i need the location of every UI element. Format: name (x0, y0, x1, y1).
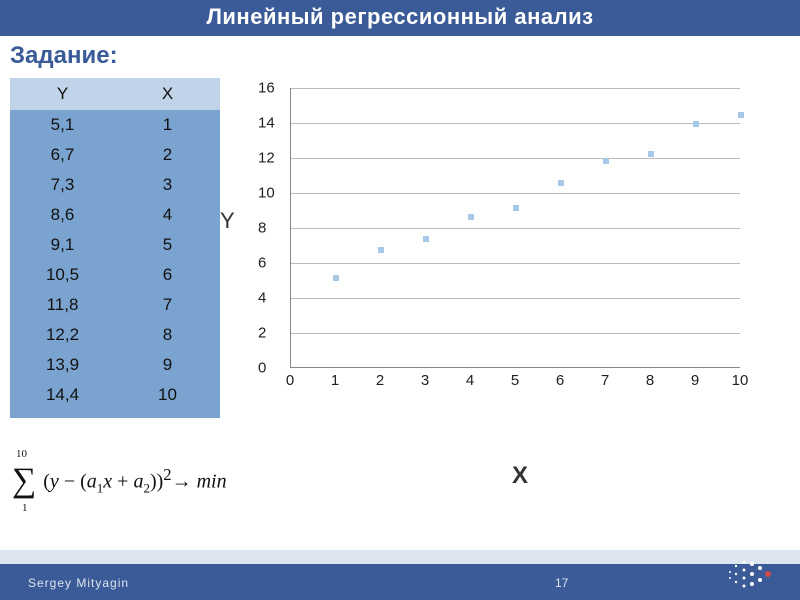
table-row: 6,72 (10, 140, 220, 170)
table-row: 5,11 (10, 110, 220, 140)
gridline (291, 333, 740, 334)
table-cell: 13,9 (10, 350, 115, 380)
table-row: 12,28 (10, 320, 220, 350)
x-tick-label: 2 (376, 372, 384, 389)
sigma-symbol: 10 ∑ 1 (12, 462, 36, 500)
gridline (291, 228, 740, 229)
y-tick-label: 6 (258, 255, 266, 272)
gridline (291, 123, 740, 124)
table-row: 9,15 (10, 230, 220, 260)
table-cell: 7 (115, 290, 220, 320)
y-tick-label: 8 (258, 220, 266, 237)
page-title: Линейный регрессионный анализ (206, 4, 593, 29)
x-tick-label: 3 (421, 372, 429, 389)
x-tick-label: 10 (732, 372, 749, 389)
data-point (738, 112, 744, 118)
plot-area (290, 88, 740, 368)
footer-bar: Sergey Mityagin 17 (0, 550, 800, 600)
data-point (558, 180, 564, 186)
data-point (333, 275, 339, 281)
table-cell: 9 (115, 350, 220, 380)
x-tick-label: 8 (646, 372, 654, 389)
x-axis-label: X (512, 462, 528, 490)
data-point (423, 236, 429, 242)
y-tick-label: 0 (258, 360, 266, 377)
table-cell: 5,1 (10, 110, 115, 140)
table-cell: 14,4 (10, 380, 115, 410)
table-row: 14,410 (10, 380, 220, 410)
gridline (291, 193, 740, 194)
footer-author: Sergey Mityagin (28, 576, 129, 590)
footer-logo-icon (722, 554, 782, 596)
column-header-y: Y (10, 78, 115, 110)
table-cell: 2 (115, 140, 220, 170)
gridline (291, 158, 740, 159)
x-tick-label: 5 (511, 372, 519, 389)
section-subtitle: Задание: (0, 36, 800, 78)
table-cell: 5 (115, 230, 220, 260)
table-row: 11,87 (10, 290, 220, 320)
table-row: 8,64 (10, 200, 220, 230)
table-header-row: Y X (10, 78, 220, 110)
table-cell: 10 (115, 380, 220, 410)
table-cell: 12,2 (10, 320, 115, 350)
footer-page-number: 17 (555, 576, 568, 590)
data-point (648, 151, 654, 157)
y-tick-label: 12 (258, 150, 275, 167)
gridline (291, 88, 740, 89)
y-tick-label: 14 (258, 115, 275, 132)
data-table: Y X 5,116,727,338,649,1510,5611,8712,281… (10, 78, 220, 418)
table-row: 7,33 (10, 170, 220, 200)
table-cell: 10,5 (10, 260, 115, 290)
x-tick-label: 6 (556, 372, 564, 389)
table-cell: 6 (115, 260, 220, 290)
y-tick-label: 4 (258, 290, 266, 307)
formula: 10 ∑ 1 (y − (a1x + a2))2→ min (12, 462, 227, 500)
table-cell: 8 (115, 320, 220, 350)
table-cell: 7,3 (10, 170, 115, 200)
sigma-lower: 1 (22, 502, 28, 514)
y-tick-label: 10 (258, 185, 275, 202)
y-tick-label: 16 (258, 80, 275, 97)
x-tick-label: 0 (286, 372, 294, 389)
x-tick-label: 1 (331, 372, 339, 389)
gridline (291, 263, 740, 264)
x-tick-label: 9 (691, 372, 699, 389)
scatter-chart: Y 0246810121416 012345678910 X (250, 78, 790, 418)
x-tick-label: 4 (466, 372, 474, 389)
table-cell: 1 (115, 110, 220, 140)
data-point (693, 121, 699, 127)
table-cell: 3 (115, 170, 220, 200)
table-row: 13,99 (10, 350, 220, 380)
table-cell: 11,8 (10, 290, 115, 320)
column-header-x: X (115, 78, 220, 110)
sigma-upper: 10 (16, 448, 27, 460)
table-cell: 6,7 (10, 140, 115, 170)
gridline (291, 298, 740, 299)
formula-body: (y − (a1x + a2))2→ min (43, 465, 226, 497)
y-tick-label: 2 (258, 325, 266, 342)
data-point (468, 214, 474, 220)
table-cell: 8,6 (10, 200, 115, 230)
y-axis-label: Y (220, 208, 235, 234)
table-cell: 9,1 (10, 230, 115, 260)
table-cell: 4 (115, 200, 220, 230)
data-point (378, 247, 384, 253)
table-row: 10,56 (10, 260, 220, 290)
title-bar: Линейный регрессионный анализ (0, 0, 800, 36)
x-tick-label: 7 (601, 372, 609, 389)
content-area: Y X 5,116,727,338,649,1510,5611,8712,281… (0, 78, 800, 418)
footer-strip (0, 550, 800, 564)
data-point (513, 205, 519, 211)
data-point (603, 158, 609, 164)
